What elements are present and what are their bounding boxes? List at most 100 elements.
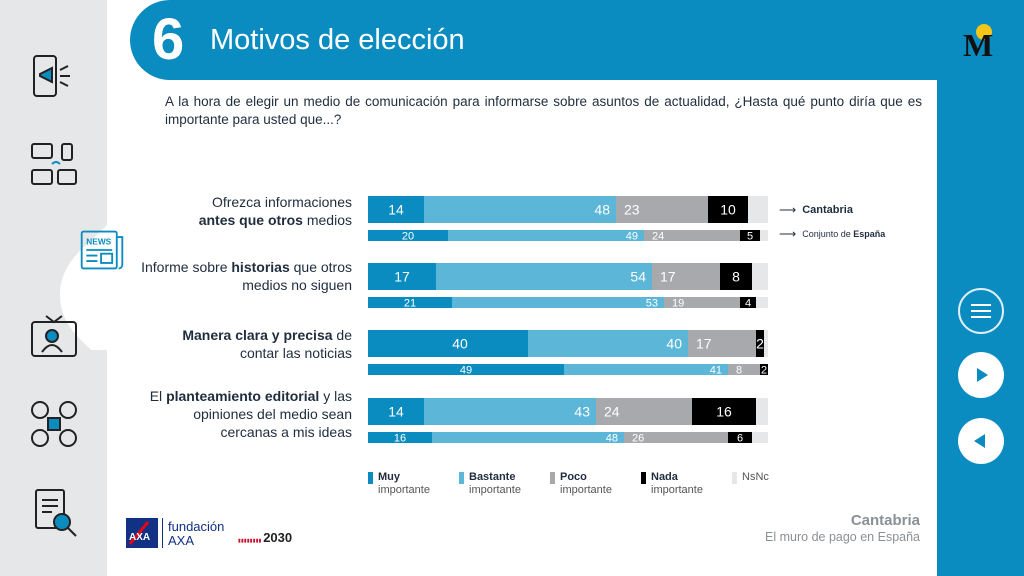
svg-text:AXA: AXA	[129, 532, 150, 543]
legend-swatch	[368, 472, 373, 484]
bar-segment	[368, 330, 528, 357]
data-label: 54	[630, 269, 646, 285]
bar-segment	[564, 364, 728, 375]
data-label: 8	[732, 269, 740, 285]
footer-subtitle: El muro de pago en España	[765, 530, 920, 544]
bar-segment	[432, 432, 624, 443]
data-label: 6	[737, 432, 743, 444]
data-label: 17	[696, 336, 712, 352]
legend-item-nada: Nada importante	[641, 471, 732, 497]
data-label: 19	[672, 297, 684, 309]
row-label-2: Informe sobre historias que otros medios…	[141, 259, 352, 293]
data-label: 43	[574, 404, 590, 420]
newspaper-icon[interactable]: NEWS	[78, 226, 126, 274]
data-label: 14	[388, 202, 404, 218]
bar-segment	[368, 263, 436, 290]
bar-segment	[692, 398, 756, 425]
bar-segment	[740, 230, 760, 241]
bar-segment	[368, 432, 432, 443]
section-number: 6	[152, 7, 185, 72]
bar-segment	[756, 398, 768, 425]
legend-item-poco: Poco importante	[550, 471, 641, 497]
bar-segment	[368, 297, 452, 308]
legend-swatch	[459, 472, 464, 484]
bar-segment	[740, 297, 756, 308]
legend-item-nsnc: NsNc	[732, 471, 823, 497]
bar-segment	[756, 297, 768, 308]
data-label: 23	[624, 202, 640, 218]
legend-swatch	[550, 472, 555, 484]
data-label: 4	[745, 297, 751, 309]
data-label: 5	[747, 230, 753, 242]
data-label: 26	[632, 432, 644, 444]
bar-segment	[748, 196, 768, 223]
footer-region: Cantabria	[850, 512, 920, 529]
bar-segment	[424, 398, 596, 425]
bar-segment	[664, 297, 740, 308]
data-label: 48	[606, 432, 618, 444]
data-label: 2	[761, 364, 767, 376]
bar-segment	[760, 230, 768, 241]
svg-text:NEWS: NEWS	[86, 236, 111, 246]
row-label-4: El planteamiento editorial y las opinion…	[149, 388, 352, 440]
bar-segment	[688, 330, 756, 357]
agenda-logo: ▮▮▮▮▮▮▮▮ 2030	[238, 530, 293, 545]
bar-segment	[368, 196, 424, 223]
legend-swatch	[641, 472, 646, 484]
data-label: 24	[604, 404, 620, 420]
devices-icon[interactable]	[28, 140, 80, 192]
bar-segment	[448, 230, 644, 241]
data-label: 8	[736, 364, 742, 376]
bar-segment	[756, 330, 764, 357]
bar-segment	[424, 196, 616, 223]
data-label: 16	[394, 432, 406, 444]
bar-segment	[436, 263, 652, 290]
bar-segment	[596, 398, 692, 425]
phone-megaphone-icon[interactable]	[28, 52, 80, 104]
data-label: 48	[594, 202, 610, 218]
bar-segment	[760, 364, 768, 375]
question-text: A la hora de elegir un medio de comunica…	[165, 94, 922, 127]
divider	[162, 518, 163, 548]
data-label: 49	[626, 230, 638, 242]
data-label: 41	[710, 364, 722, 376]
bar-segment	[720, 263, 752, 290]
previous-button[interactable]	[958, 418, 1004, 464]
header-banner	[130, 0, 938, 80]
page-title: Motivos de elección	[210, 24, 465, 56]
bar-segment	[708, 196, 748, 223]
bar-segment	[452, 297, 664, 308]
play-icon	[977, 368, 988, 382]
data-label: 14	[388, 404, 404, 420]
data-label: 16	[716, 404, 732, 420]
data-label: 10	[720, 202, 736, 218]
data-label: 40	[666, 336, 682, 352]
data-label: 21	[404, 297, 416, 309]
back-arrow-icon	[974, 434, 985, 448]
bar-segment	[728, 364, 760, 375]
data-label: 17	[394, 269, 410, 285]
data-label: 2	[756, 336, 764, 352]
bar-segment	[752, 263, 768, 290]
menu-button[interactable]	[958, 288, 1004, 334]
document-search-icon[interactable]	[28, 486, 80, 538]
bar-segment	[728, 432, 752, 443]
tv-presenter-icon[interactable]	[28, 312, 80, 364]
arrow-right-icon: ⟶	[779, 227, 797, 241]
row-label-1: Ofrezca informaciones antes que otros med…	[198, 194, 352, 228]
bar-segment	[624, 432, 728, 443]
data-label: 53	[646, 297, 658, 309]
social-media-icon[interactable]	[28, 398, 80, 450]
axa-logo: AXA	[126, 518, 158, 548]
legend: Muy importante Bastante importante Poco imp…	[368, 471, 823, 497]
legend-item-muy: Muy importante	[368, 471, 459, 497]
next-button[interactable]	[958, 352, 1004, 398]
arrow-right-icon: ⟶	[779, 203, 797, 217]
bar-segment	[652, 263, 720, 290]
bar-segment	[764, 330, 768, 357]
bar-segment	[644, 230, 740, 241]
series-key-secondary: ⟶ Conjunto de España	[779, 227, 886, 241]
series-key-main: ⟶ Cantabria	[779, 203, 853, 217]
bar-segment	[368, 364, 564, 375]
legend-item-bastante: Bastante importante	[459, 471, 550, 497]
